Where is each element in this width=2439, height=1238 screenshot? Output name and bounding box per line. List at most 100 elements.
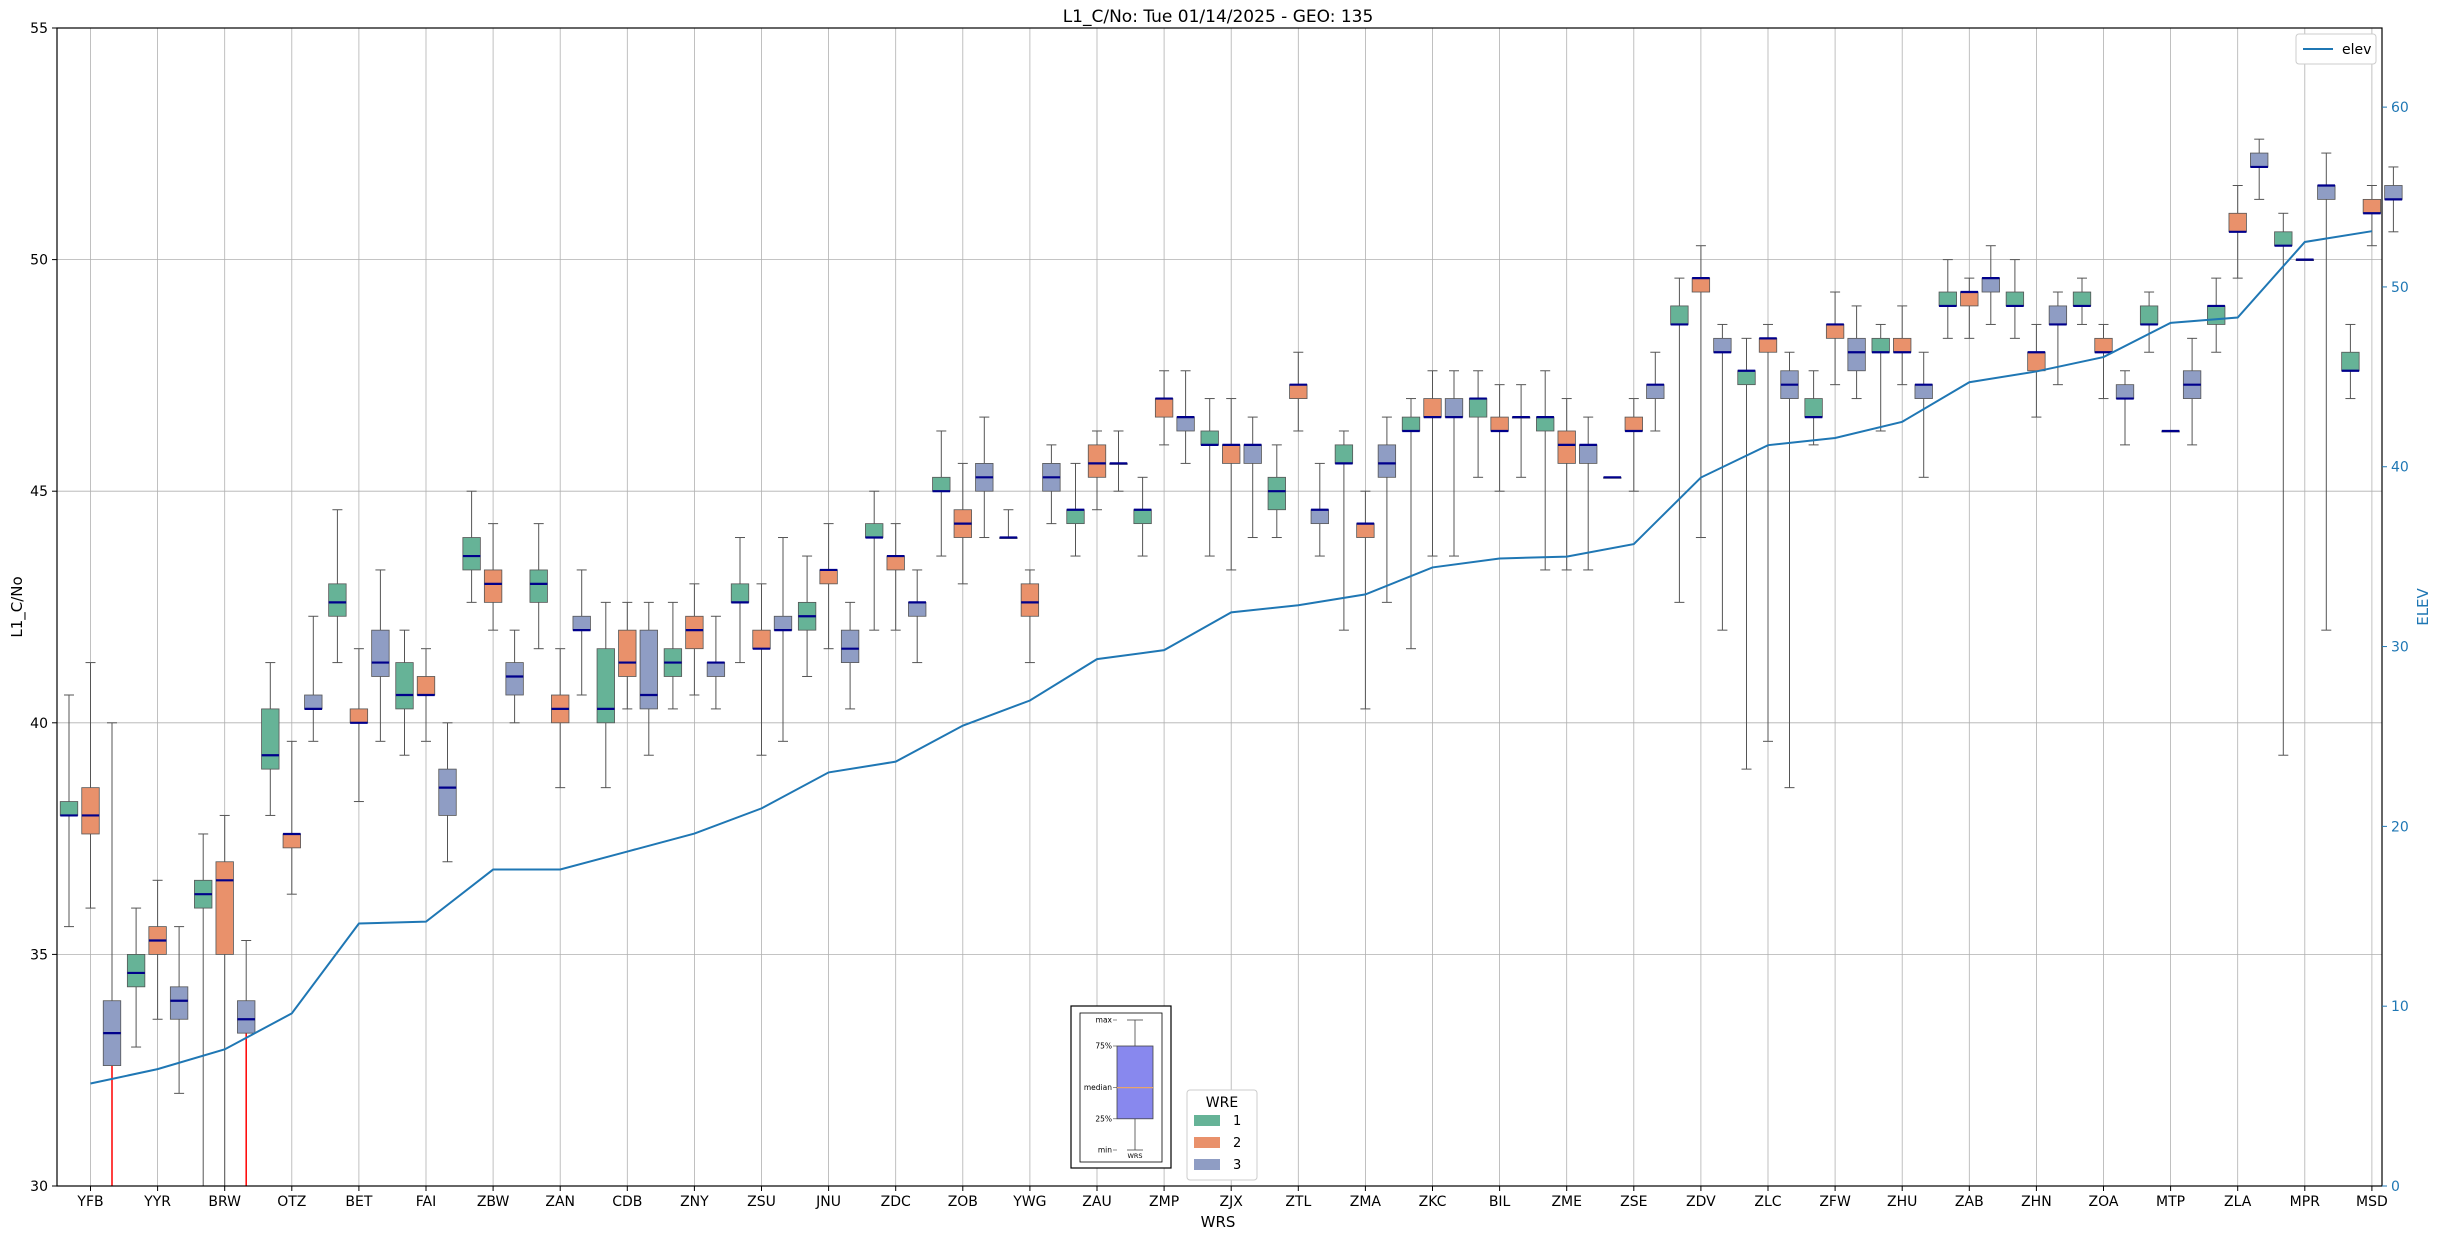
box-zmp-wre2 <box>1154 370 1174 446</box>
x-tick-label: ZFW <box>1819 1194 1851 1210</box>
box-iqr <box>215 861 234 955</box>
box-bet-wre2 <box>349 648 369 803</box>
box-iqr <box>81 787 100 835</box>
box-zab-wre3 <box>1981 245 2000 325</box>
box-iqr <box>639 629 658 710</box>
box-zau-wre1 <box>1066 462 1085 557</box>
box-iqr <box>2048 305 2068 325</box>
box-zny-wre2 <box>685 583 704 696</box>
box-mpr-wre1 <box>2274 212 2293 756</box>
inset-inner-frame <box>1079 1012 1163 1163</box>
y2-tick-label: 50 <box>2391 280 2409 296</box>
box-otz-wre2 <box>282 740 301 895</box>
x-tick-label: ZMA <box>1350 1194 1382 1210</box>
box-cdb-wre3 <box>639 601 658 756</box>
box-mpr-wre2 <box>2295 258 2314 262</box>
box-iqr <box>572 615 591 631</box>
box-zdc-wre3 <box>908 569 927 664</box>
y-axis-left: 30 35 40 45 50 55 <box>30 21 57 1195</box>
x-tick-label: MTP <box>2156 1194 2185 1210</box>
box-iqr <box>1536 416 1555 432</box>
box-iqr <box>2250 152 2269 168</box>
box-iqr <box>618 629 637 677</box>
x-tick-label: ZDV <box>1686 1194 1716 1210</box>
box-zab-wre1 <box>1938 259 1957 339</box>
x-tick-label: ZME <box>1551 1194 1582 1210</box>
box-iqr <box>1758 337 1778 353</box>
box-iqr <box>1356 523 1375 538</box>
box-zob-wre2 <box>953 462 972 585</box>
box-iqr <box>1646 384 1665 399</box>
box-iqr <box>1981 277 2000 293</box>
boxplot-key-inset: max 75% median 25% min WRS <box>1070 1005 1172 1169</box>
box-zsu-wre2 <box>752 583 771 756</box>
box-zhu-wre3 <box>1914 351 1933 478</box>
box-iqr <box>237 1000 256 1034</box>
y2-tick-label: 0 <box>2391 1179 2400 1195</box>
box-iqr <box>1020 583 1040 617</box>
wre-legend-swatch-2 <box>1194 1137 1220 1148</box>
box-zlc-wre2 <box>1758 323 1778 742</box>
inset-x-label: WRS <box>1127 1152 1142 1160</box>
x-tick-label: ZOB <box>948 1194 978 1210</box>
box-zdv-wre1 <box>1670 277 1689 603</box>
box-iqr <box>59 801 79 816</box>
box-iqr <box>596 648 615 724</box>
box-iqr <box>706 662 726 677</box>
x-tick-label: FAI <box>416 1194 436 1210</box>
x-tick-label: ZDC <box>881 1194 911 1210</box>
x-tick-label: ZSU <box>747 1194 776 1210</box>
box-iqr <box>2341 351 2360 372</box>
box-iqr <box>371 629 390 677</box>
box-iqr <box>2115 384 2135 399</box>
box-zoa-wre1 <box>2072 277 2092 325</box>
inset-label: 75% <box>1095 1042 1112 1051</box>
inset-label: 25% <box>1095 1114 1112 1123</box>
box-zfw-wre2 <box>1825 291 1845 386</box>
box-iqr <box>282 833 301 849</box>
box-zdv-wre3 <box>1713 323 1732 631</box>
box-iqr <box>126 954 146 988</box>
x-tick-label: OTZ <box>277 1194 306 1210</box>
box-jnu-wre1 <box>797 555 817 677</box>
box-iqr <box>1960 291 1979 307</box>
box-iqr <box>1468 398 1488 418</box>
x-tick-label: MPR <box>2290 1194 2321 1210</box>
box-msd-wre2 <box>2362 184 2382 247</box>
chart-title: L1_C/No: Tue 01/14/2025 - GEO: 135 <box>1063 7 1374 27</box>
box-iqr <box>2362 198 2382 214</box>
x-tick-label: BRW <box>208 1194 241 1210</box>
box-zmp-wre1 <box>1133 476 1152 557</box>
box-iqr <box>1871 337 1890 353</box>
box-mpr-wre3 <box>2317 152 2336 631</box>
box-msd-wre1 <box>2341 323 2360 400</box>
x-tick-label: YWG <box>1012 1194 1046 1210</box>
box-zau-wre2 <box>1087 430 1107 511</box>
box-zjx-wre2 <box>1222 398 1241 571</box>
box-iqr <box>2072 291 2092 307</box>
y-tick-label: 45 <box>30 484 48 500</box>
box-zme-wre2 <box>1557 398 1576 571</box>
box-iqr <box>2005 291 2025 307</box>
box-iqr <box>730 583 750 603</box>
box-bet-wre1 <box>328 509 347 664</box>
box-zsu-wre3 <box>773 537 793 742</box>
box-iqr <box>1557 430 1576 464</box>
x-tick-label: ZSE <box>1620 1194 1647 1210</box>
box-zoa-wre3 <box>2115 370 2135 446</box>
box-yfb-wre1 <box>59 694 79 928</box>
elev-legend: elev <box>2295 33 2377 65</box>
box-fai-wre1 <box>395 629 414 756</box>
inset-label: max <box>1096 1016 1113 1025</box>
box-iqr <box>1243 444 1262 464</box>
box-iqr <box>349 708 369 724</box>
box-mtp-wre2 <box>2161 429 2180 433</box>
wre-legend-label-2: 2 <box>1233 1136 1241 1151</box>
box-zab-wre2 <box>1960 277 1979 339</box>
box-zob-wre1 <box>932 430 951 557</box>
inset-label: min <box>1098 1146 1112 1155</box>
box-iqr <box>886 555 905 571</box>
wre-legend-title: WRE <box>1206 1095 1238 1111</box>
boxes-layer <box>59 138 2403 1187</box>
box-zse-wre2 <box>1624 398 1643 492</box>
